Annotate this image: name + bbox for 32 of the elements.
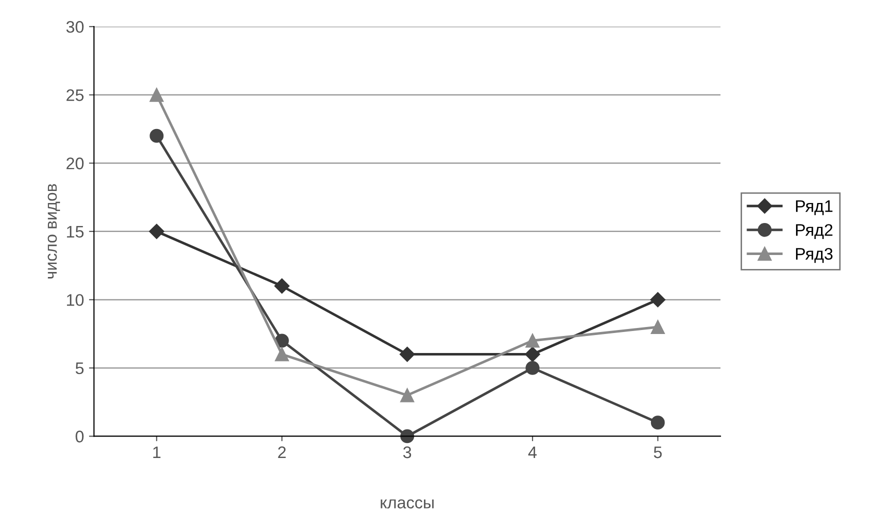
legend-label: Ряд3: [796, 248, 833, 263]
point: [150, 128, 164, 143]
y-tick-label: 5: [76, 362, 84, 374]
point: [526, 334, 540, 348]
x-tick-label: 2: [278, 446, 286, 458]
x-axis-title: классы: [380, 499, 434, 508]
legend-label: Ряд2: [796, 224, 832, 240]
y-tick-label: 10: [66, 294, 84, 306]
y-tick-label: 25: [66, 89, 84, 102]
point: [400, 388, 414, 402]
point: [274, 347, 289, 362]
y-axis-title: число видов: [48, 184, 60, 278]
x-tick-label: 4: [528, 446, 537, 458]
x-tick-label: 3: [403, 446, 412, 458]
point: [650, 320, 665, 334]
x-tick-label: 1: [153, 446, 160, 458]
point: [526, 361, 540, 375]
point: [650, 292, 666, 308]
point: [524, 346, 540, 362]
y-tick-label: 20: [66, 158, 84, 170]
point: [400, 346, 415, 362]
point: [274, 334, 289, 348]
point: [274, 278, 290, 294]
y-tick-label: 15: [66, 226, 84, 238]
x-tick-label: 5: [654, 446, 662, 458]
legend-label: Ряд1: [796, 200, 832, 216]
point: [400, 429, 414, 444]
y-tick-label: 0: [76, 430, 84, 442]
point: [150, 88, 164, 102]
y-tick-label: 30: [66, 21, 84, 33]
point: [149, 224, 164, 239]
point: [650, 416, 665, 430]
